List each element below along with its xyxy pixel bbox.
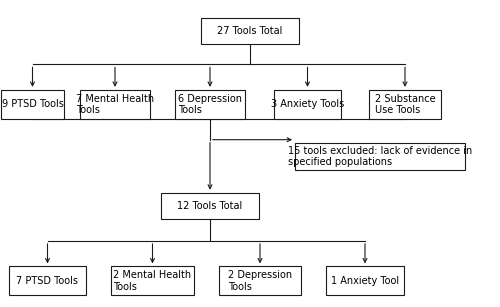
Text: 2 Mental Health
Tools: 2 Mental Health Tools — [114, 270, 192, 292]
FancyBboxPatch shape — [369, 90, 442, 119]
Text: 6 Depression
Tools: 6 Depression Tools — [178, 94, 242, 115]
FancyBboxPatch shape — [295, 143, 465, 170]
FancyBboxPatch shape — [80, 90, 150, 119]
FancyBboxPatch shape — [219, 266, 301, 295]
FancyBboxPatch shape — [2, 90, 64, 119]
Text: 1 Anxiety Tool: 1 Anxiety Tool — [331, 276, 399, 286]
Text: 3 Anxiety Tools: 3 Anxiety Tools — [271, 99, 344, 109]
Text: 2 Depression
Tools: 2 Depression Tools — [228, 270, 292, 292]
Text: 9 PTSD Tools: 9 PTSD Tools — [2, 99, 64, 109]
Text: 2 Substance
Use Tools: 2 Substance Use Tools — [374, 94, 436, 115]
Text: 7 Mental Health
Tools: 7 Mental Health Tools — [76, 94, 154, 115]
FancyBboxPatch shape — [175, 90, 245, 119]
FancyBboxPatch shape — [161, 193, 259, 219]
Text: 27 Tools Total: 27 Tools Total — [218, 26, 282, 36]
FancyBboxPatch shape — [111, 266, 194, 295]
FancyBboxPatch shape — [9, 266, 86, 295]
FancyBboxPatch shape — [274, 90, 341, 119]
FancyBboxPatch shape — [326, 266, 404, 295]
Text: 15 tools excluded: lack of evidence in
specified populations: 15 tools excluded: lack of evidence in s… — [288, 146, 472, 167]
Text: 12 Tools Total: 12 Tools Total — [178, 201, 242, 211]
Text: 7 PTSD Tools: 7 PTSD Tools — [16, 276, 78, 286]
FancyBboxPatch shape — [201, 17, 298, 44]
